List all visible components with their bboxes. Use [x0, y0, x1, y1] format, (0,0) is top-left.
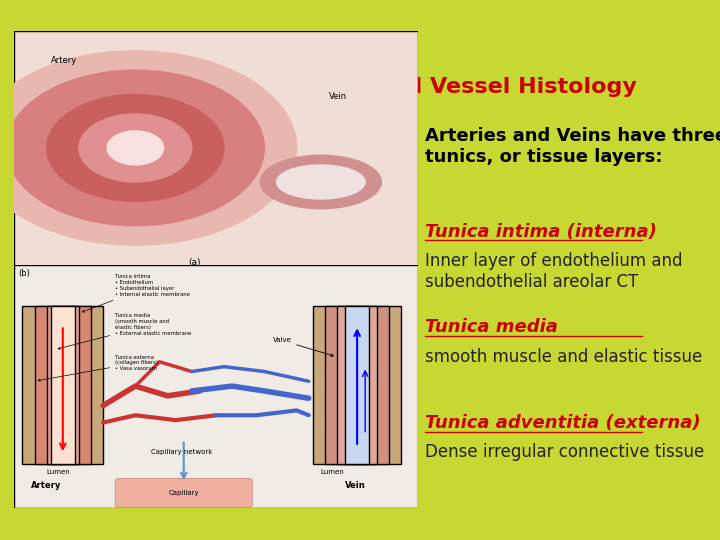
Circle shape	[47, 94, 224, 201]
FancyBboxPatch shape	[50, 306, 75, 464]
Text: Tunica externa
(collagen fibers)
• Vasa vasorum: Tunica externa (collagen fibers) • Vasa …	[38, 355, 158, 381]
Text: Arteries and Veins have three
tunics, or tissue layers:: Arteries and Veins have three tunics, or…	[425, 127, 720, 166]
Text: Tunica adventitia (externa): Tunica adventitia (externa)	[425, 414, 701, 432]
Text: Blood Vessel Histology: Blood Vessel Histology	[351, 77, 637, 97]
Text: (a): (a)	[188, 258, 200, 267]
FancyBboxPatch shape	[115, 478, 252, 508]
Text: Vein: Vein	[345, 481, 366, 490]
Text: Valve: Valve	[272, 338, 333, 356]
FancyBboxPatch shape	[47, 306, 79, 464]
Circle shape	[79, 114, 192, 182]
FancyBboxPatch shape	[325, 306, 390, 464]
Text: Artery: Artery	[30, 481, 61, 490]
Text: Tunica intima (interna): Tunica intima (interna)	[425, 223, 657, 241]
FancyBboxPatch shape	[101, 82, 414, 456]
FancyBboxPatch shape	[345, 306, 369, 464]
Text: Capillary: Capillary	[168, 490, 199, 496]
Circle shape	[0, 51, 297, 245]
Text: smooth muscle and elastic tissue: smooth muscle and elastic tissue	[425, 348, 702, 366]
Text: Tunica intima
• Endothelium
• Subendothelial layer
• Internal elastic membrane: Tunica intima • Endothelium • Subendothe…	[82, 274, 190, 312]
Text: Lumen: Lumen	[321, 469, 345, 475]
FancyBboxPatch shape	[337, 306, 377, 464]
FancyBboxPatch shape	[14, 31, 418, 274]
Text: Tunica media: Tunica media	[425, 319, 558, 336]
FancyBboxPatch shape	[14, 265, 418, 508]
Ellipse shape	[276, 165, 365, 199]
Text: Objective 1: Objective 1	[101, 77, 243, 97]
Circle shape	[107, 131, 163, 165]
Text: (b): (b)	[19, 269, 30, 279]
Text: Vein: Vein	[329, 92, 347, 102]
FancyBboxPatch shape	[312, 306, 402, 464]
Text: Dense irregular connective tissue: Dense irregular connective tissue	[425, 443, 704, 461]
FancyBboxPatch shape	[35, 306, 91, 464]
Text: Capillary network: Capillary network	[151, 449, 213, 455]
Text: Lumen: Lumen	[47, 469, 71, 475]
Text: Inner layer of endothelium and
subendothelial areolar CT: Inner layer of endothelium and subendoth…	[425, 252, 683, 291]
Text: Artery: Artery	[50, 56, 77, 65]
FancyBboxPatch shape	[22, 306, 103, 464]
Text: Tunica media
(smooth muscle and
elastic fibers)
• External elastic membrane: Tunica media (smooth muscle and elastic …	[58, 313, 192, 349]
Circle shape	[6, 70, 264, 226]
Ellipse shape	[261, 156, 382, 209]
